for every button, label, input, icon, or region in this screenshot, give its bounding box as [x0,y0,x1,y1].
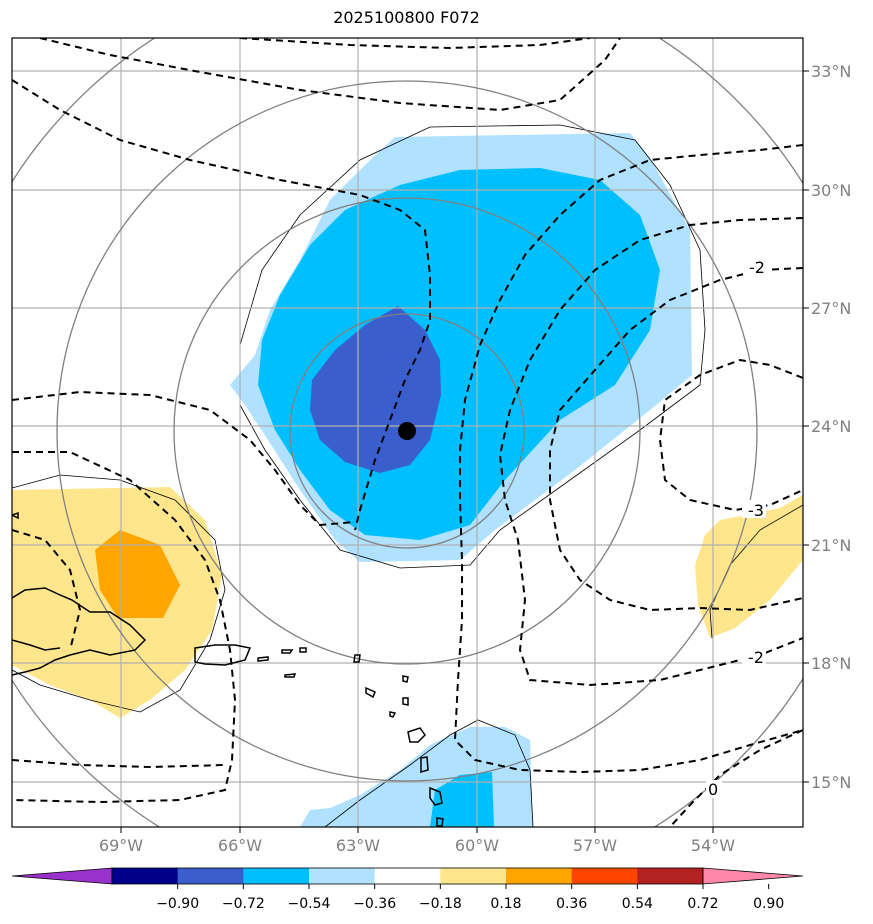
colorbar-label: −0.90 [156,896,199,912]
lon-tick-label: 54°W [691,836,735,855]
longitude-labels: 69°W 66°W 63°W 60°W 57°W 54°W [99,836,735,855]
contour-label: -2 [748,648,764,667]
tick-marks [120,70,809,833]
colorbar-label: 0.36 [556,896,587,912]
graticule [12,38,803,827]
lat-tick-label: 30°N [811,181,851,200]
lat-tick-label: 18°N [811,654,851,673]
lon-tick-label: 69°W [99,836,143,855]
coastlines [12,511,444,827]
map-frame [11,37,804,828]
lon-tick-label: 63°W [336,836,380,855]
lat-tick-label: 24°N [811,417,851,436]
negative-anomaly-shading [230,133,692,827]
colorbar-label: −0.72 [222,896,265,912]
hispaniola-coast [12,587,147,676]
shade-east-yellow [695,495,803,638]
colorbar-label: −0.18 [419,896,462,912]
colorbar-segment [309,868,376,884]
colorbar-label: 0.90 [753,896,784,912]
colorbar-segment [506,868,573,884]
range-rings [12,38,803,827]
lon-tick-label: 57°W [573,836,617,855]
colorbar-extend-high [702,867,804,885]
contour-label-group: -2 -3 -2 0 [706,257,767,799]
colorbar-label: 0.54 [622,896,653,912]
shade-south-blue [430,772,494,827]
colorbar-label: 0.72 [687,896,718,912]
shade-west-orange [95,530,180,618]
contour-label: -3 [748,501,764,520]
lon-tick-label: 66°W [218,836,262,855]
map-title: 2025100800 F072 [333,8,480,27]
hispaniola-south-coast [12,639,61,651]
colorbar-segment [571,868,638,884]
latitude-labels: 33°N 30°N 27°N 24°N 21°N 18°N 15°N [811,62,851,792]
contour-label: -2 [749,258,765,277]
colorbar-frame [111,867,704,885]
colorbar-segment [112,868,179,884]
puerto-rico-coast [194,644,252,666]
colorbar: −0.90 −0.72 −0.54 −0.36 −0.18 0.18 0.36 0.54 0.7… [11,867,804,912]
colorbar-label: 0.18 [490,896,521,912]
colorbar-segment [243,868,310,884]
colorbar-label: −0.36 [353,896,396,912]
colorbar-label: −0.54 [288,896,331,912]
dashed-contours [12,38,803,827]
map-area [12,38,803,827]
lat-tick-label: 33°N [811,62,851,81]
colorbar-extend-low [11,867,113,885]
contour-label: 0 [708,780,718,799]
lat-tick-label: 21°N [811,536,851,555]
colorbar-segment [637,868,704,884]
lat-tick-label: 15°N [811,773,851,792]
colorbar-segment [177,868,244,884]
colorbar-segment [440,868,507,884]
lon-tick-label: 60°W [455,836,499,855]
storm-center-marker [398,422,416,440]
colorbar-segment [374,868,441,884]
lat-tick-label: 27°N [811,299,851,318]
